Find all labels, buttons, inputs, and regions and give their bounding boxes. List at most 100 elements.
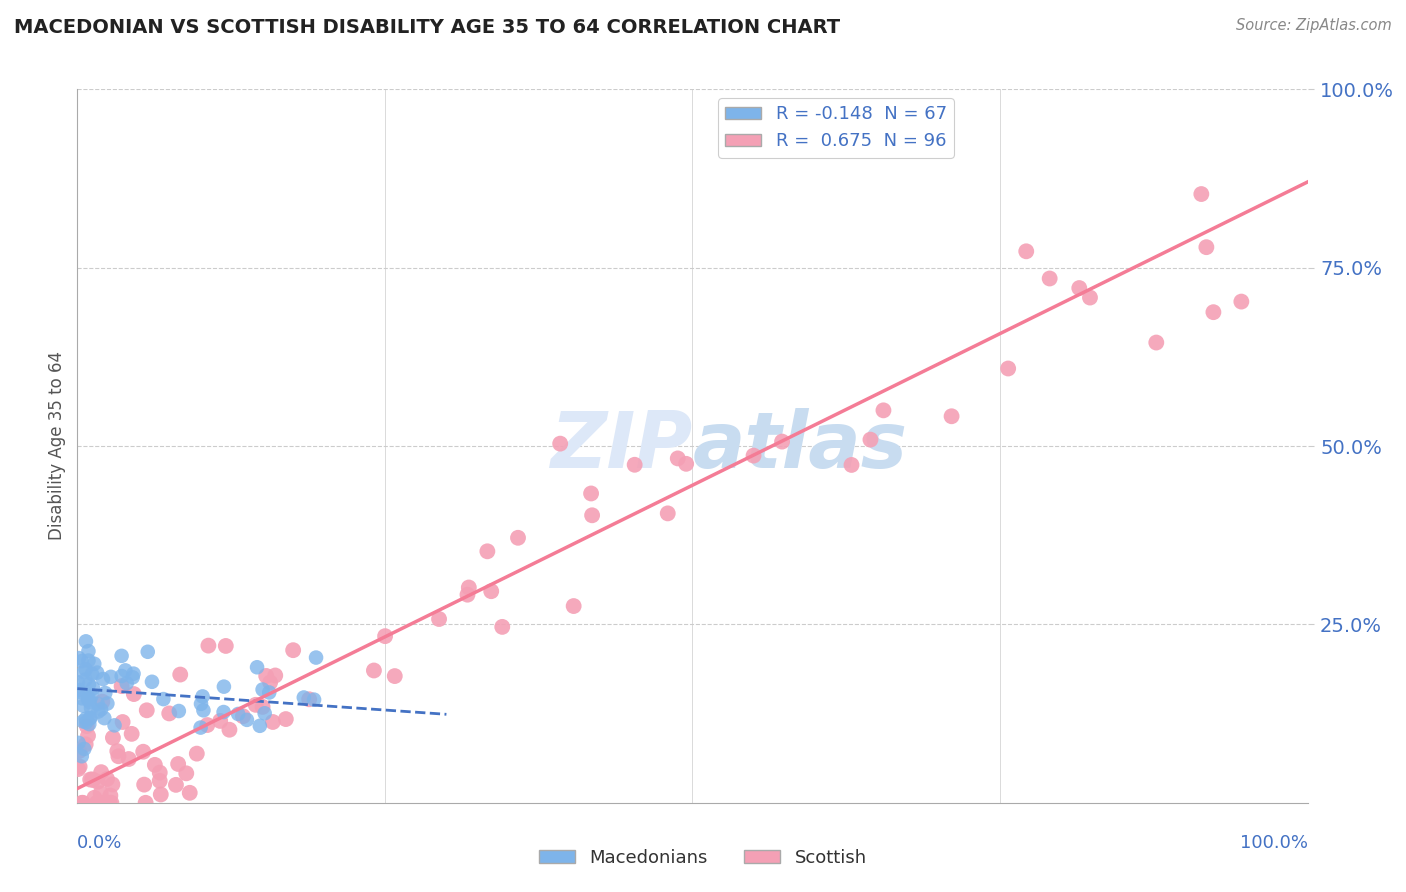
Point	[101, 777, 124, 791]
Point	[110, 648, 132, 663]
Point	[143, 757, 166, 772]
Point	[83, 790, 105, 805]
Point	[73, 742, 96, 756]
Point	[111, 714, 134, 729]
Point	[90, 765, 112, 780]
Point	[259, 675, 281, 690]
Legend: R = -0.148  N = 67, R =  0.675  N = 96: R = -0.148 N = 67, R = 0.675 N = 96	[718, 98, 955, 158]
Point	[1078, 291, 1101, 305]
Point	[292, 690, 315, 705]
Point	[91, 695, 114, 709]
Point	[90, 786, 112, 800]
Point	[1230, 294, 1253, 309]
Point	[675, 457, 697, 471]
Point	[80, 701, 103, 715]
Point	[212, 705, 235, 719]
Point	[121, 727, 143, 741]
Point	[254, 669, 277, 683]
Point	[457, 581, 479, 595]
Point	[70, 654, 93, 668]
Point	[77, 654, 100, 668]
Point	[103, 718, 125, 732]
Point	[186, 747, 208, 761]
Point	[215, 639, 238, 653]
Point	[232, 709, 254, 723]
Point	[190, 721, 212, 735]
Point	[302, 692, 325, 706]
Point	[135, 796, 157, 810]
Point	[479, 584, 502, 599]
Point	[872, 403, 894, 417]
Point	[770, 434, 793, 449]
Point	[79, 772, 101, 787]
Point	[79, 717, 101, 731]
Point	[274, 712, 297, 726]
Text: 0.0%: 0.0%	[77, 834, 122, 852]
Point	[149, 773, 172, 788]
Point	[75, 673, 97, 687]
Point	[581, 508, 603, 523]
Point	[100, 796, 122, 810]
Point	[67, 736, 90, 750]
Point	[283, 643, 305, 657]
Point	[98, 796, 121, 810]
Point	[666, 451, 689, 466]
Point	[122, 666, 145, 681]
Point	[77, 692, 100, 706]
Point	[506, 531, 529, 545]
Text: 100.0%: 100.0%	[1240, 834, 1308, 852]
Point	[997, 361, 1019, 376]
Point	[86, 665, 108, 680]
Point	[111, 669, 134, 683]
Point	[167, 756, 190, 771]
Point	[195, 718, 218, 732]
Point	[98, 789, 121, 803]
Point	[75, 662, 97, 676]
Point	[72, 698, 94, 713]
Point	[100, 670, 122, 684]
Text: Source: ZipAtlas.com: Source: ZipAtlas.com	[1236, 18, 1392, 33]
Point	[657, 507, 679, 521]
Point	[87, 705, 110, 719]
Point	[374, 629, 396, 643]
Point	[90, 702, 112, 716]
Point	[75, 712, 97, 726]
Point	[548, 436, 571, 450]
Point	[253, 706, 276, 721]
Point	[79, 711, 101, 725]
Point	[96, 697, 118, 711]
Point	[77, 677, 100, 691]
Point	[70, 691, 93, 706]
Point	[1069, 281, 1091, 295]
Point	[1039, 271, 1062, 285]
Point	[77, 691, 100, 706]
Point	[363, 664, 385, 678]
Point	[132, 745, 155, 759]
Point	[107, 749, 129, 764]
Point	[87, 697, 110, 711]
Point	[69, 684, 91, 698]
Point	[75, 715, 97, 730]
Point	[1195, 240, 1218, 254]
Point	[226, 706, 249, 721]
Point	[623, 458, 645, 472]
Point	[110, 679, 132, 693]
Point	[859, 433, 882, 447]
Text: ZIP: ZIP	[550, 408, 693, 484]
Point	[79, 695, 101, 709]
Point	[77, 644, 100, 658]
Point	[67, 651, 90, 665]
Point	[90, 796, 112, 810]
Point	[218, 723, 240, 737]
Point	[114, 664, 136, 678]
Point	[941, 409, 963, 424]
Point	[190, 697, 212, 711]
Text: MACEDONIAN VS SCOTTISH DISABILITY AGE 35 TO 64 CORRELATION CHART: MACEDONIAN VS SCOTTISH DISABILITY AGE 35…	[14, 18, 841, 37]
Point	[75, 737, 97, 751]
Point	[491, 620, 513, 634]
Point	[305, 650, 328, 665]
Point	[1015, 244, 1038, 259]
Point	[66, 675, 89, 690]
Point	[167, 704, 190, 718]
Legend: Macedonians, Scottish: Macedonians, Scottish	[531, 842, 875, 874]
